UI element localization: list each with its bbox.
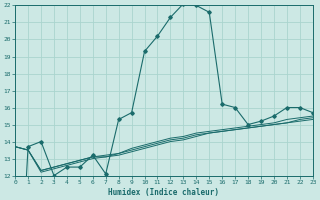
X-axis label: Humidex (Indice chaleur): Humidex (Indice chaleur) bbox=[108, 188, 220, 197]
